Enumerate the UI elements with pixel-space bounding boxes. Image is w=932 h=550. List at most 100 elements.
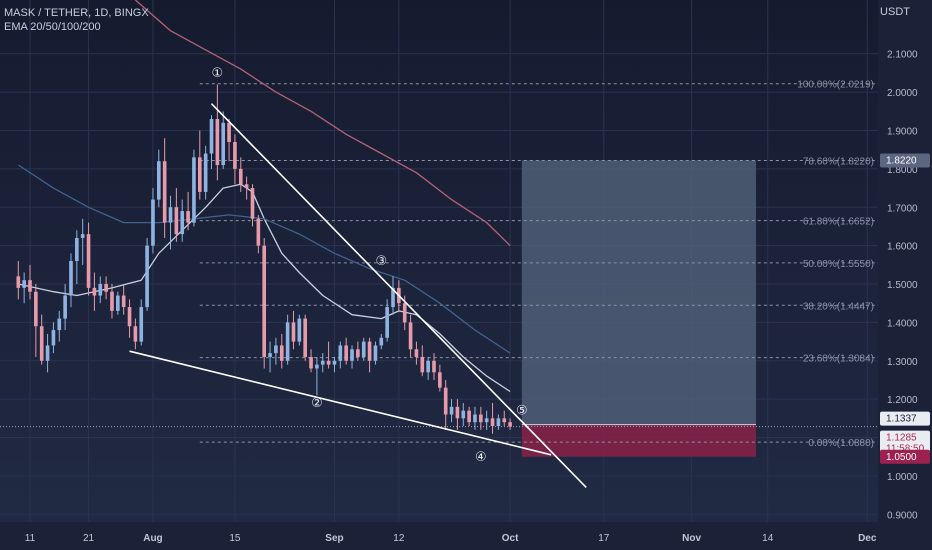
candle-body-55[interactable] <box>338 345 343 361</box>
candle-body-17[interactable] <box>116 295 120 311</box>
candle-body-36[interactable] <box>227 122 231 143</box>
candle-body-13[interactable] <box>92 287 97 296</box>
candle-body-44[interactable] <box>274 345 278 354</box>
candle-body-9[interactable] <box>69 261 73 296</box>
lower-trendline[interactable] <box>129 350 552 456</box>
candle-body-37[interactable] <box>233 142 237 169</box>
candle-body-73[interactable] <box>443 387 448 415</box>
candle-body-57[interactable] <box>350 349 354 361</box>
candle-body-20[interactable] <box>133 326 138 342</box>
candle-body-0[interactable] <box>16 276 21 288</box>
price-axis[interactable]: 0.90001.00001.10001.20001.30001.40001.50… <box>878 0 932 550</box>
candle-body-16[interactable] <box>110 291 114 311</box>
candle-body-61[interactable] <box>373 345 378 361</box>
candle-body-33[interactable] <box>209 118 214 154</box>
candle-body-35[interactable] <box>221 122 226 166</box>
candle-body-78[interactable] <box>473 414 477 423</box>
candle-body-42[interactable] <box>262 245 267 357</box>
candle-body-30[interactable] <box>192 157 196 223</box>
candle-body-22[interactable] <box>145 245 149 308</box>
candle-body-79[interactable] <box>479 414 483 423</box>
candle-body-14[interactable] <box>98 284 103 296</box>
ema-line-1[interactable] <box>17 164 511 354</box>
candle-body-84[interactable] <box>508 422 512 427</box>
candle-body-56[interactable] <box>344 345 348 361</box>
candle-body-21[interactable] <box>139 307 144 342</box>
candle-body-50[interactable] <box>309 356 313 369</box>
candle-body-72[interactable] <box>438 372 442 388</box>
candle-body-77[interactable] <box>467 410 471 423</box>
candle-body-2[interactable] <box>28 280 32 292</box>
ema-line-2[interactable] <box>59 0 511 247</box>
candle-body-52[interactable] <box>320 360 325 365</box>
candle-body-11[interactable] <box>80 234 85 238</box>
candle-body-64[interactable] <box>391 287 395 308</box>
candle-body-53[interactable] <box>326 360 331 365</box>
candle-body-41[interactable] <box>256 218 261 246</box>
candle-body-24[interactable] <box>156 161 161 200</box>
candle-body-48[interactable] <box>297 318 302 342</box>
wave-label-1[interactable]: ① <box>212 66 224 81</box>
candle-body-83[interactable] <box>502 418 507 423</box>
wave-label-5[interactable]: ⑤ <box>516 404 528 419</box>
candle-body-40[interactable] <box>250 188 255 219</box>
candle-body-18[interactable] <box>121 295 126 308</box>
candle-body-15[interactable] <box>104 284 108 292</box>
candle-body-5[interactable] <box>45 345 50 361</box>
candle-body-43[interactable] <box>268 353 272 357</box>
candle-body-25[interactable] <box>162 161 167 223</box>
candle-body-66[interactable] <box>402 303 407 323</box>
candle-body-69[interactable] <box>420 356 425 373</box>
candle-body-27[interactable] <box>174 207 179 235</box>
candle-body-81[interactable] <box>490 418 495 427</box>
candle-body-82[interactable] <box>496 418 501 427</box>
candle-body-58[interactable] <box>356 349 360 357</box>
candle-body-75[interactable] <box>455 406 460 419</box>
candle-body-46[interactable] <box>285 322 290 361</box>
candle-body-4[interactable] <box>39 326 44 361</box>
candle-body-3[interactable] <box>34 291 38 327</box>
candle-body-60[interactable] <box>367 341 372 361</box>
candle-body-10[interactable] <box>75 237 79 261</box>
candle-body-6[interactable] <box>51 330 56 346</box>
candle-body-45[interactable] <box>279 345 284 361</box>
candle-body-1[interactable] <box>22 280 26 288</box>
candle-body-49[interactable] <box>303 318 308 357</box>
candle-body-29[interactable] <box>186 211 190 223</box>
candle-body-76[interactable] <box>461 410 466 419</box>
candle-body-23[interactable] <box>151 199 155 246</box>
candle-body-26[interactable] <box>168 207 173 223</box>
candle-body-70[interactable] <box>426 360 430 373</box>
candle-body-71[interactable] <box>432 360 436 373</box>
wave-label-2[interactable]: ② <box>311 396 323 411</box>
wave-label-3[interactable]: ③ <box>375 254 387 269</box>
candle-body-63[interactable] <box>385 307 389 338</box>
candle-body-19[interactable] <box>127 307 132 327</box>
time-axis[interactable]: 11 21 Aug 15 Sep 12 Oct 17 Nov 14 Dec <box>0 522 932 550</box>
candle-body-62[interactable] <box>379 337 384 346</box>
candle-body-38[interactable] <box>238 168 243 185</box>
candle-body-67[interactable] <box>408 322 413 350</box>
target-zone[interactable] <box>521 160 757 425</box>
candle-body-47[interactable] <box>291 322 296 342</box>
wave-label-4[interactable]: ④ <box>475 450 487 465</box>
upper-trendline[interactable] <box>210 103 587 489</box>
candle-body-54[interactable] <box>332 360 337 365</box>
candle-body-12[interactable] <box>86 234 91 288</box>
candle-body-59[interactable] <box>361 341 366 357</box>
candle-body-31[interactable] <box>197 157 202 192</box>
indicator-legend[interactable]: EMA 20/50/100/200 <box>4 21 101 33</box>
candle-body-51[interactable] <box>315 364 319 369</box>
candle-body-68[interactable] <box>414 349 419 357</box>
stop-zone[interactable] <box>521 424 757 457</box>
candle-body-32[interactable] <box>203 153 208 192</box>
candle-body-74[interactable] <box>449 406 454 415</box>
symbol-title[interactable]: MASK / TETHER, 1D, BINGX <box>4 7 149 19</box>
candle-body-28[interactable] <box>180 211 185 235</box>
candle-body-39[interactable] <box>244 184 249 189</box>
candle-body-7[interactable] <box>57 318 62 331</box>
candle-body-34[interactable] <box>215 118 220 166</box>
candle-body-80[interactable] <box>484 418 489 423</box>
